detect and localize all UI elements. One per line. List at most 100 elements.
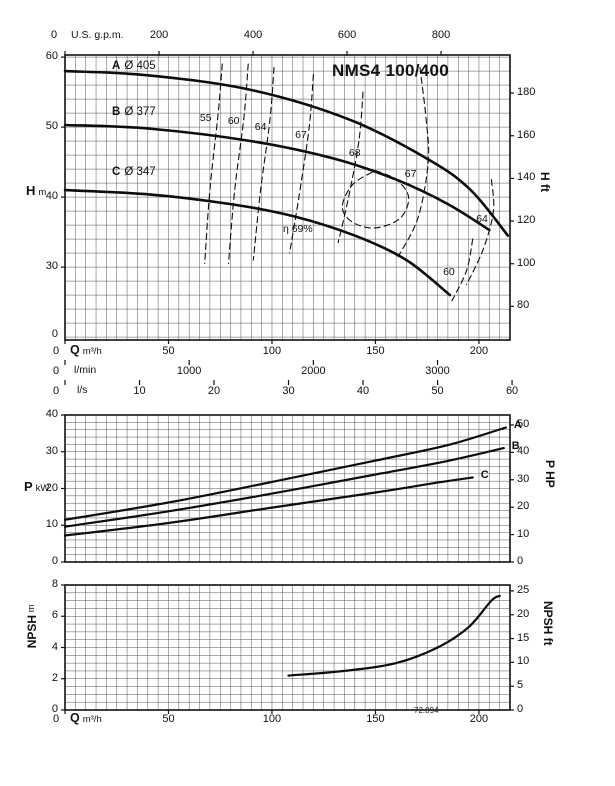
efficiency-contour-69: [341, 169, 410, 229]
lmin-tick-label: 2000: [301, 365, 326, 377]
p-kw-tick-label: 30: [45, 444, 58, 457]
efficiency-label: 64: [254, 120, 267, 133]
p-axis-unit: kW: [35, 483, 50, 494]
curve-b-name: B: [112, 106, 121, 118]
curve-b-impeller: Ø 377: [124, 106, 156, 118]
h-ft-tick-label: 180: [517, 86, 536, 99]
gpm-tick-label: 800: [431, 29, 451, 41]
p-hp-tick-label: 40: [517, 445, 530, 458]
npsh-ft-tick-label: 25: [517, 583, 530, 596]
q-letter-bottom: Q: [70, 711, 80, 725]
gpm-tick-label: 200: [149, 29, 169, 41]
efficiency-contour-64: [465, 179, 495, 286]
h-ft-tick-label: 100: [517, 256, 536, 269]
ls-tick-label: 20: [207, 385, 221, 397]
q-letter-top: Q: [70, 343, 80, 357]
q-bottom-tick-label: 200: [469, 713, 489, 725]
npsh-curve: [287, 594, 501, 677]
efficiency-label: 60: [227, 114, 240, 127]
npsh-m-tick-label: 8: [51, 578, 58, 590]
h-ft-axis-label: H ft: [538, 172, 552, 192]
curve-c-impeller: Ø 347: [124, 166, 156, 178]
pump-curve-B: [63, 123, 491, 232]
p-kw-tick-label: 20: [45, 481, 58, 494]
efficiency-label: 67: [404, 168, 417, 181]
p-hp-tick-label: 10: [517, 527, 530, 540]
npsh-ft-tick-label: 5: [517, 679, 524, 692]
h-tick-label: 50: [45, 120, 58, 133]
efficiency-contour-68: [337, 91, 364, 244]
q-tick-label: 200: [469, 345, 489, 357]
curve-a-name: A: [112, 60, 121, 72]
p-kw-tick-label: 10: [45, 518, 58, 531]
h-axis-letter: H: [26, 183, 36, 198]
ls-tick-label: 60: [505, 385, 519, 397]
power-curve-C: [63, 476, 474, 537]
power-curve-label-A: A: [513, 419, 522, 432]
h-ft-tick-label: 140: [517, 171, 536, 184]
pump-curve-C: [63, 188, 452, 297]
q-tick-label: 50: [162, 345, 175, 357]
efficiency-label: 64: [476, 212, 488, 225]
efficiency-contour-55: [204, 63, 223, 265]
power-curve-B: [63, 447, 505, 528]
ls-tick-label: 10: [133, 385, 146, 397]
efficiency-contour-64: [252, 67, 275, 261]
q-tick-label: 0: [52, 345, 60, 357]
npsh-m-tick-label: 2: [51, 671, 58, 684]
q-unit-top: m³/h: [82, 346, 102, 357]
power-curve-A: [63, 426, 507, 521]
lmin-tick-label: 1000: [176, 365, 202, 377]
lmin-tick-label: 3000: [425, 365, 450, 377]
npsh-m-tick-label: 0: [51, 703, 58, 715]
gpm-axis-label: U.S. g.p.m.: [71, 29, 124, 41]
efficiency-contour-67: [397, 67, 430, 258]
p-hp-tick-label: 50: [517, 417, 530, 430]
power-curve-label-B: B: [511, 440, 520, 453]
document-code: 72.094: [414, 706, 439, 715]
efficiency-contour-60: [451, 238, 474, 302]
pump-curve-A: [63, 69, 510, 237]
curve-a-impeller: Ø 405: [124, 60, 156, 72]
h-axis-origin: 0: [51, 328, 58, 340]
p-hp-tick-label: 30: [517, 472, 530, 485]
q-unit-bottom: m³/h: [82, 714, 102, 725]
lmin-tick-label: 0: [52, 365, 60, 377]
q-tick-label: 150: [366, 345, 385, 357]
lmin-axis-label: l/min: [74, 364, 97, 376]
gpm-tick-label: 600: [337, 29, 357, 41]
efficiency-contour-67: [289, 74, 314, 254]
efficiency-label: 55: [199, 112, 212, 125]
efficiency-label: η 69%: [282, 222, 313, 235]
ls-tick-label: 50: [431, 385, 444, 397]
p-axis-letter: P: [24, 479, 33, 494]
efficiency-label: 68: [348, 147, 361, 160]
efficiency-label: 60: [443, 266, 455, 279]
ls-axis-label: l/s: [77, 384, 88, 396]
gpm-tick-label: 400: [243, 29, 263, 41]
h-tick-label: 40: [45, 190, 58, 203]
p-hp-axis-label: P HP: [543, 460, 557, 488]
power-curve-label-C: C: [480, 469, 489, 482]
q-tick-label: 100: [262, 345, 282, 357]
p-kw-tick-label: 40: [45, 408, 58, 420]
p-kw-tick-label: 0: [51, 555, 58, 567]
h-ft-tick-label: 120: [517, 214, 536, 227]
ls-tick-label: 0: [52, 385, 60, 397]
npsh-ft-tick-label: 10: [517, 655, 530, 668]
h-tick-label: 60: [45, 50, 58, 63]
npsh-ft-axis-label: NPSH ft: [541, 601, 555, 646]
p-hp-tick-label: 20: [517, 500, 530, 513]
h-tick-label: 30: [45, 260, 58, 273]
q-bottom-tick-label: 50: [162, 713, 175, 725]
h-axis-unit: m: [38, 187, 47, 198]
